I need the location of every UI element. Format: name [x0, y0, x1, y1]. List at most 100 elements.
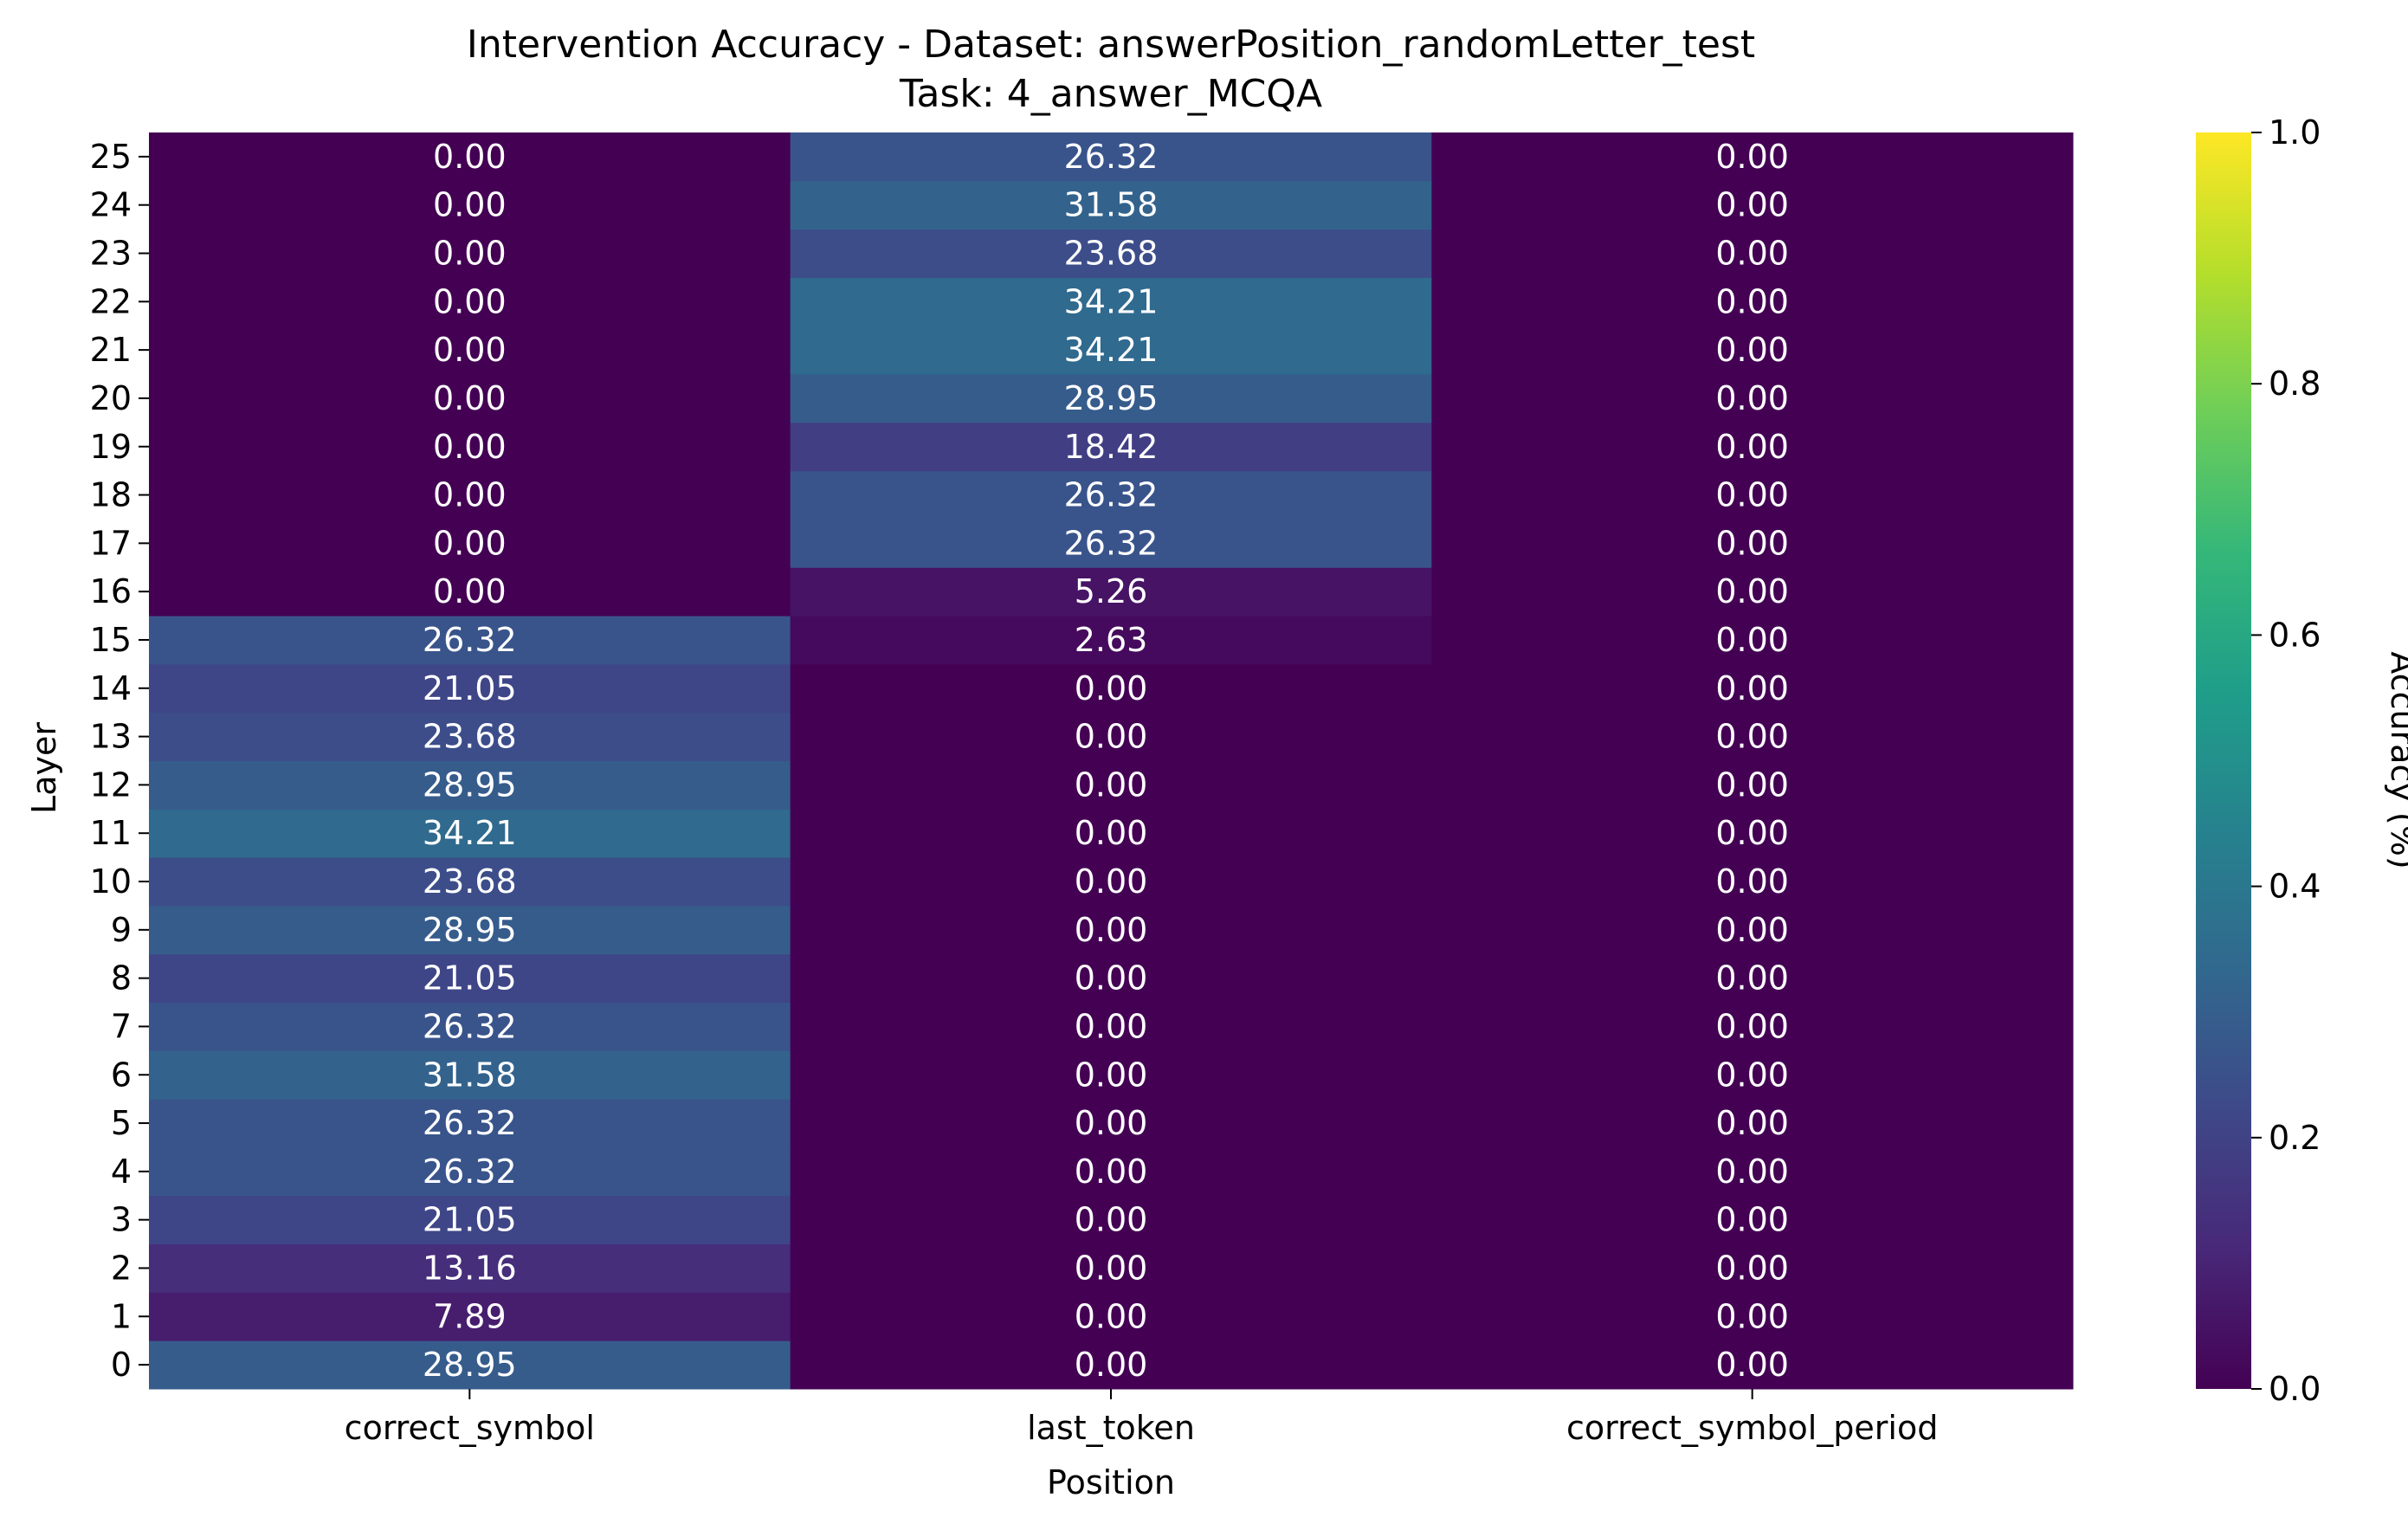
cell-value-label: 26.32 — [423, 621, 517, 659]
cell-value-label: 0.00 — [1075, 669, 1148, 707]
y-tick-label: 4 — [111, 1153, 132, 1191]
colorbar-ticks: 0.0 0.2 0.4 0.6 0.8 1.0 — [2251, 113, 2321, 1408]
heatmap-cell — [790, 229, 1432, 278]
heatmap-cell — [790, 712, 1432, 761]
cell-value-label: 0.00 — [1715, 524, 1789, 562]
heatmap-cell — [149, 1243, 791, 1293]
cell-value-label: 26.32 — [1064, 476, 1159, 514]
cell-value-label: 0.00 — [1075, 1007, 1148, 1045]
y-tick-label: 20 — [90, 379, 132, 417]
heatmap-cell — [790, 1146, 1432, 1197]
cell-value-label: 0.00 — [433, 138, 507, 176]
heatmap-cell — [1431, 905, 2074, 955]
heatmap-cell — [790, 470, 1432, 520]
cell-value-label: 0.00 — [1715, 814, 1789, 852]
heatmap-cell — [790, 374, 1432, 423]
chart-subtitle: Task: 4_answer_MCQA — [899, 72, 1322, 116]
cell-value-label: 23.68 — [423, 862, 517, 901]
heatmap-cell — [149, 1050, 791, 1100]
cell-value-label: 0.00 — [1715, 1346, 1789, 1384]
cell-value-label: 0.00 — [433, 428, 507, 466]
heatmap-cell — [149, 1146, 791, 1197]
heatmap-cell — [790, 905, 1432, 955]
cell-value-label: 0.00 — [1715, 428, 1789, 466]
heatmap-cell — [1431, 1195, 2074, 1245]
cell-value-label: 31.58 — [423, 1056, 517, 1094]
cell-value-label: 26.32 — [1064, 524, 1159, 562]
y-tick-label: 25 — [90, 138, 132, 176]
cell-value-label: 26.32 — [423, 1153, 517, 1191]
heatmap-cell — [149, 567, 791, 617]
y-axis-label: Layer — [25, 722, 63, 814]
heatmap-cell — [149, 1292, 791, 1341]
colorbar-tick-label: 0.6 — [2269, 616, 2321, 654]
heatmap-cell — [790, 1050, 1432, 1100]
heatmap-cell — [1431, 180, 2074, 230]
heatmap-cell — [790, 953, 1432, 1004]
cell-value-label: 0.00 — [1715, 862, 1789, 901]
heatmap-cell — [1431, 1146, 2074, 1197]
heatmap-cell — [149, 326, 791, 375]
colorbar-tick-label: 1.0 — [2269, 113, 2321, 152]
y-tick-label: 21 — [90, 331, 132, 369]
cell-value-label: 0.00 — [1715, 1249, 1789, 1287]
heatmap-cell — [1431, 277, 2074, 326]
cell-value-label: 0.00 — [1715, 235, 1789, 273]
cell-value-label: 0.00 — [1075, 1153, 1148, 1191]
cell-value-label: 28.95 — [423, 911, 517, 949]
heatmap-cell-labels: 28.95 0.00 0.00 7.89 0.00 0.00 13.16 0.00 0.00 21… — [423, 138, 1789, 1384]
cell-value-label: 0.00 — [1075, 1346, 1148, 1384]
heatmap-cell — [149, 180, 791, 230]
heatmap-cell — [149, 422, 791, 472]
heatmap-cell — [1431, 326, 2074, 375]
x-axis-ticks: correct_symbol last_token correct_symbol_p… — [345, 1389, 1938, 1447]
heatmap-cell — [1431, 712, 2074, 761]
heatmap-cell — [149, 760, 791, 810]
heatmap-cell — [1431, 519, 2074, 568]
heatmap-cell — [149, 1002, 791, 1051]
heatmap-cell — [1431, 374, 2074, 423]
cell-value-label: 34.21 — [1064, 282, 1159, 320]
y-tick-label: 1 — [111, 1297, 132, 1335]
cell-value-label: 0.00 — [1715, 379, 1789, 417]
heatmap-cells — [149, 132, 2074, 1390]
y-tick-label: 19 — [90, 428, 132, 466]
heatmap-cell — [790, 326, 1432, 375]
cell-value-label: 0.00 — [1715, 1056, 1789, 1094]
y-tick-label: 18 — [90, 476, 132, 514]
cell-value-label: 0.00 — [1075, 1056, 1148, 1094]
cell-value-label: 0.00 — [433, 476, 507, 514]
y-axis-ticks: 0123456789101112131415161718192021222324… — [90, 138, 149, 1384]
heatmap-cell — [149, 857, 791, 907]
cell-value-label: 0.00 — [1715, 476, 1789, 514]
cell-value-label: 0.00 — [1715, 186, 1789, 224]
cell-value-label: 0.00 — [433, 572, 507, 610]
y-tick-label: 14 — [90, 669, 132, 707]
cell-value-label: 0.00 — [1075, 1104, 1148, 1142]
heatmap-cell — [1431, 809, 2074, 858]
cell-value-label: 0.00 — [433, 186, 507, 224]
cell-value-label: 0.00 — [1715, 765, 1789, 804]
heatmap-cell — [149, 277, 791, 326]
y-tick-label: 23 — [90, 235, 132, 273]
heatmap-cell — [790, 132, 1432, 182]
heatmap-cell — [790, 1195, 1432, 1245]
cell-value-label: 13.16 — [423, 1249, 517, 1287]
y-tick-label: 22 — [90, 282, 132, 320]
heatmap-cell — [1431, 1292, 2074, 1341]
heatmap-cell — [790, 180, 1432, 230]
x-tick-label: correct_symbol_period — [1566, 1409, 1938, 1447]
cell-value-label: 0.00 — [1715, 282, 1789, 320]
colorbar-label: Accuracy (%) — [2384, 651, 2408, 869]
heatmap-cell — [1431, 857, 2074, 907]
heatmap-cell — [149, 229, 791, 278]
cell-value-label: 0.00 — [1715, 572, 1789, 610]
y-tick-label: 3 — [111, 1201, 132, 1239]
cell-value-label: 7.89 — [433, 1297, 507, 1335]
heatmap-cell — [1431, 132, 2074, 182]
heatmap-cell — [149, 1340, 791, 1390]
heatmap-cell — [149, 1195, 791, 1245]
heatmap-cell — [790, 663, 1432, 714]
heatmap-cell — [149, 905, 791, 955]
